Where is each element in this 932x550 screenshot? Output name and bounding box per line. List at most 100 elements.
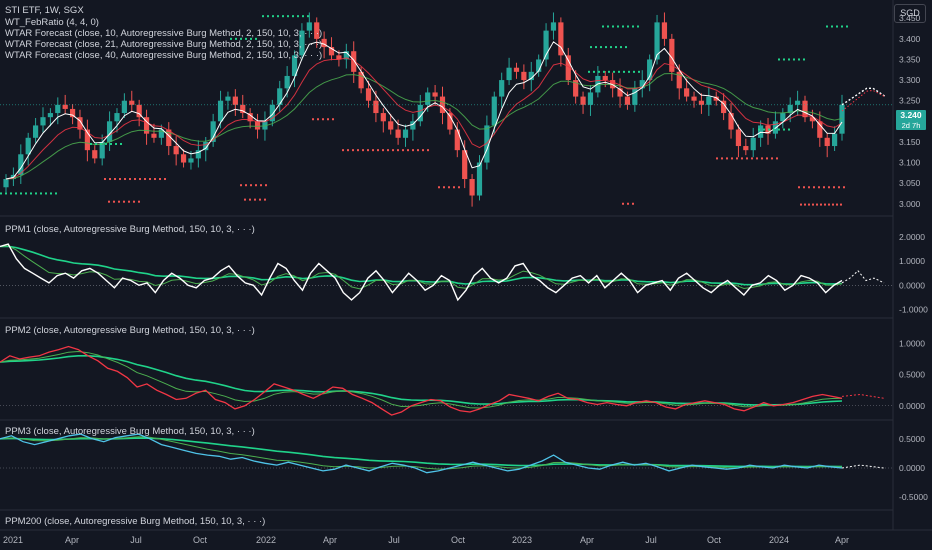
level-dot (265, 184, 267, 187)
candle-body (654, 22, 660, 60)
price-tick: 3.350 (899, 54, 921, 64)
level-dot (617, 25, 619, 28)
time-label: Oct (451, 535, 466, 545)
level-dot (763, 128, 765, 131)
level-dot (788, 58, 790, 61)
candle-body (343, 51, 349, 60)
candle-body (40, 117, 46, 126)
level-dot (372, 149, 374, 152)
level-dot (45, 192, 47, 195)
symbol-title[interactable]: STI ETF, 1W, SGX (5, 5, 84, 16)
forecast-line-10 (5, 41, 843, 180)
pane-title-ppm3[interactable]: PPM3 (close, Autoregressive Burg Method,… (5, 426, 255, 437)
level-dot (95, 142, 97, 145)
level-dot (803, 58, 805, 61)
candle-body (240, 104, 246, 114)
level-dot (832, 203, 834, 206)
time-label: 2021 (3, 535, 23, 545)
candle-body (195, 150, 201, 159)
indicator-legend-1[interactable]: WT_FebRatio (4, 4, 0) (5, 17, 99, 28)
level-dot (412, 149, 414, 152)
level-dot (841, 25, 843, 28)
candle-body (528, 71, 534, 81)
ppm2-tick: 1.0000 (899, 338, 925, 348)
level-dot (264, 198, 266, 201)
candle-body (573, 80, 579, 97)
candle-body (587, 92, 594, 105)
candle-body (336, 55, 342, 60)
forecast-line-21 (5, 57, 843, 180)
level-dot (245, 184, 247, 187)
level-dot (105, 142, 107, 145)
pane-title-ppm200[interactable]: PPM200 (close, Autoregressive Burg Metho… (5, 516, 266, 527)
level-dot (761, 157, 763, 160)
indicator-legend-4[interactable]: WTAR Forecast (close, 40, Autoregressive… (5, 50, 323, 61)
level-dot (357, 149, 359, 152)
pane-title-ppm2[interactable]: PPM2 (close, Autoregressive Burg Method,… (5, 325, 255, 336)
level-dot (100, 142, 102, 145)
level-dot (104, 178, 106, 181)
candle-body (129, 100, 135, 105)
candle-body (351, 51, 357, 72)
candle-body (217, 100, 224, 122)
ppm2-projection (841, 393, 885, 399)
level-dot (813, 186, 815, 189)
level-dot (771, 157, 773, 160)
level-dot (108, 200, 110, 203)
level-dot (731, 157, 733, 160)
candle-body (499, 80, 505, 97)
level-dot (352, 149, 354, 152)
level-dot (607, 25, 609, 28)
candle-body (669, 38, 675, 72)
level-dot (638, 70, 640, 73)
candle-body (425, 92, 431, 105)
candle-body (780, 113, 786, 122)
candle-body (225, 96, 231, 101)
candle-body (758, 125, 764, 138)
indicator-legend-2[interactable]: WTAR Forecast (close, 10, Autoregressive… (5, 28, 323, 39)
candle-body (188, 158, 194, 163)
ppm3-projection (841, 464, 885, 469)
ppm3-line (0, 433, 843, 474)
candle-body (321, 38, 327, 48)
level-dot (144, 178, 146, 181)
level-dot (244, 198, 246, 201)
level-dot (824, 203, 826, 206)
level-dot (417, 149, 419, 152)
level-dot (622, 25, 624, 28)
level-dot (382, 149, 384, 152)
level-dot (422, 149, 424, 152)
level-dot (292, 15, 294, 18)
currency-button[interactable]: SGD (894, 4, 926, 23)
candle-body (832, 133, 838, 147)
level-dot (35, 192, 37, 195)
level-dot (40, 192, 42, 195)
level-dot (287, 15, 289, 18)
candle-body (647, 59, 653, 81)
indicator-legend-3[interactable]: WTAR Forecast (close, 21, Autoregressive… (5, 39, 323, 50)
level-dot (387, 149, 389, 152)
candle-body (232, 96, 238, 105)
candle-body (706, 96, 712, 105)
candle-body (639, 80, 645, 89)
candle-body (358, 71, 364, 89)
time-label: Apr (835, 535, 849, 545)
level-dot (751, 157, 753, 160)
candle-body (299, 30, 305, 56)
pane-title-ppm1[interactable]: PPM1 (close, Autoregressive Burg Method,… (5, 224, 255, 235)
time-label: Jul (645, 535, 657, 545)
candle-body (432, 92, 438, 97)
level-dot (272, 15, 274, 18)
candle-body (92, 150, 98, 159)
candle-body (506, 67, 512, 81)
candle-body (462, 150, 468, 180)
level-dot (139, 178, 141, 181)
last-price-tag: 3.240 2d 7h (896, 110, 926, 130)
ppm1-line (0, 243, 843, 302)
ppm2-line (0, 345, 843, 416)
candle-body (173, 146, 179, 155)
candle-body (380, 113, 386, 122)
ppm2-slow-line (0, 355, 843, 406)
level-dot (458, 186, 460, 189)
